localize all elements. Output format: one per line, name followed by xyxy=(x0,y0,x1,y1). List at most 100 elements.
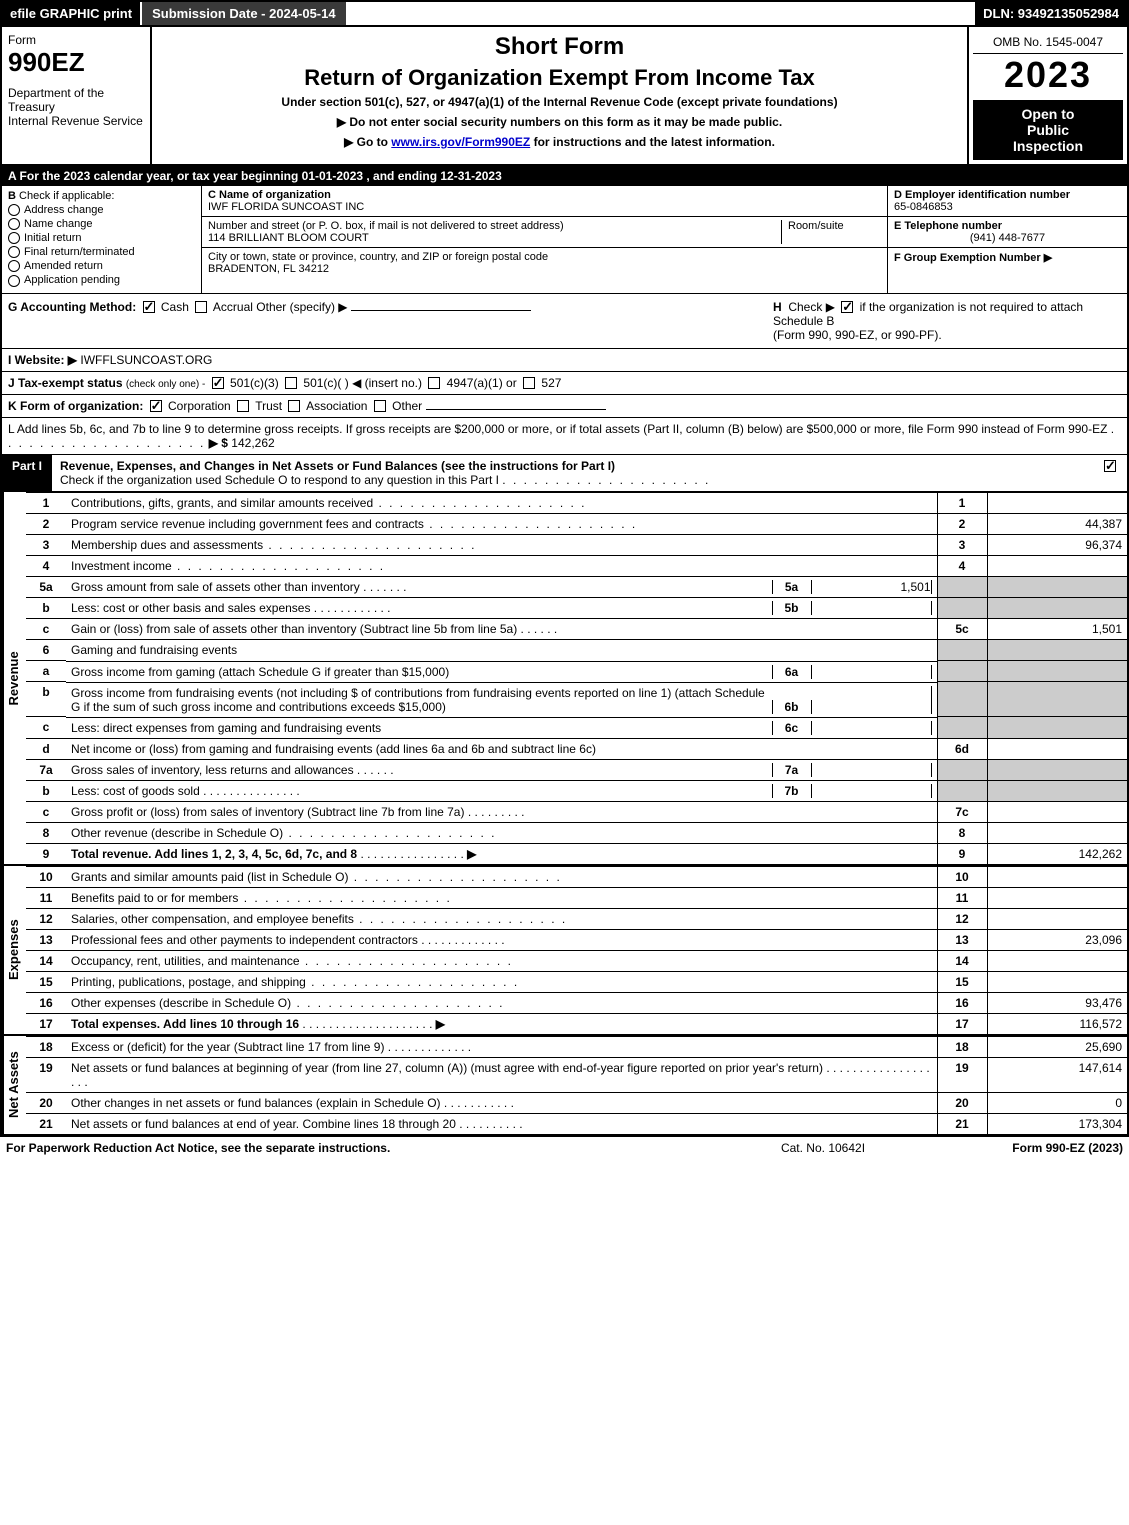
h-text3: (Form 990, 990-EZ, or 990-PF). xyxy=(773,328,942,342)
accrual-label: Accrual xyxy=(213,300,253,314)
open-line1: Open to xyxy=(977,106,1119,122)
k-label: K Form of organization: xyxy=(8,399,143,413)
line-8: 8 Other revenue (describe in Schedule O)… xyxy=(26,823,1127,844)
line-7c: c Gross profit or (loss) from sales of i… xyxy=(26,802,1127,823)
revenue-block: Revenue 1 Contributions, gifts, grants, … xyxy=(2,492,1127,865)
line-6b: b Gross income from fundraising events (… xyxy=(26,682,1127,717)
goto-pre: ▶ Go to xyxy=(344,135,391,149)
501c-checkbox[interactable] xyxy=(285,377,297,389)
app-pending-option[interactable]: Application pending xyxy=(8,274,195,286)
line-19: 19 Net assets or fund balances at beginn… xyxy=(26,1058,1127,1093)
subtitle: Under section 501(c), 527, or 4947(a)(1)… xyxy=(158,95,961,109)
line-13: 13 Professional fees and other payments … xyxy=(26,930,1127,951)
l-text: L Add lines 5b, 6c, and 7b to line 9 to … xyxy=(8,422,1107,436)
row-l: L Add lines 5b, 6c, and 7b to line 9 to … xyxy=(2,418,1127,455)
footer-cat: Cat. No. 10642I xyxy=(723,1141,923,1155)
city-row: City or town, state or province, country… xyxy=(202,248,887,278)
goto-instruction: ▶ Go to www.irs.gov/Form990EZ for instru… xyxy=(158,135,961,149)
short-form-title: Short Form xyxy=(158,33,961,61)
ssn-warning: ▶ Do not enter social security numbers o… xyxy=(158,115,961,129)
header-right: OMB No. 1545-0047 2023 Open to Public In… xyxy=(967,27,1127,164)
other-specify-input[interactable] xyxy=(351,310,531,311)
l-amount: 142,262 xyxy=(231,436,274,450)
return-title: Return of Organization Exempt From Incom… xyxy=(158,65,961,91)
g-label: G Accounting Method: xyxy=(8,300,136,314)
527-label: 527 xyxy=(541,376,561,390)
addr-change-option[interactable]: Address change xyxy=(8,204,195,216)
dln-label: DLN: 93492135052984 xyxy=(975,2,1127,25)
part1-sub: Check if the organization used Schedule … xyxy=(60,473,499,487)
netassets-table: 18 Excess or (deficit) for the year (Sub… xyxy=(26,1036,1127,1134)
line-17: 17 Total expenses. Add lines 10 through … xyxy=(26,1014,1127,1035)
part1-label: Part I xyxy=(2,455,52,491)
line-2: 2 Program service revenue including gove… xyxy=(26,513,1127,534)
row-gh: G Accounting Method: Cash Accrual Other … xyxy=(2,294,1127,349)
trust-checkbox[interactable] xyxy=(237,400,249,412)
line-4: 4 Investment income 4 xyxy=(26,555,1127,576)
schedule-b-checkbox[interactable] xyxy=(841,301,853,313)
footer-form: Form 990-EZ (2023) xyxy=(923,1141,1123,1155)
assoc-checkbox[interactable] xyxy=(288,400,300,412)
line-6d: d Net income or (loss) from gaming and f… xyxy=(26,738,1127,759)
final-return-option[interactable]: Final return/terminated xyxy=(8,246,195,258)
4947-checkbox[interactable] xyxy=(428,377,440,389)
line-9: 9 Total revenue. Add lines 1, 2, 3, 4, 5… xyxy=(26,844,1127,865)
block-def: D Employer identification number 65-0846… xyxy=(887,186,1127,293)
line-10: 10 Grants and similar amounts paid (list… xyxy=(26,867,1127,888)
other-org-checkbox[interactable] xyxy=(374,400,386,412)
4947-label: 4947(a)(1) or xyxy=(447,376,517,390)
ein-row: D Employer identification number 65-0846… xyxy=(888,186,1127,217)
open-public-box: Open to Public Inspection xyxy=(973,100,1123,160)
trust-label: Trust xyxy=(255,399,282,413)
name-change-option[interactable]: Name change xyxy=(8,218,195,230)
revenue-side-label: Revenue xyxy=(2,492,26,865)
501c3-checkbox[interactable] xyxy=(212,377,224,389)
amended-return-option[interactable]: Amended return xyxy=(8,260,195,272)
other-org-label: Other xyxy=(392,399,422,413)
efile-label[interactable]: efile GRAPHIC print xyxy=(2,2,140,25)
expenses-table: 10 Grants and similar amounts paid (list… xyxy=(26,866,1127,1034)
form-number: 990EZ xyxy=(8,47,144,78)
row-i: I Website: ▶ IWFFLSUNCOAST.ORG xyxy=(2,349,1127,372)
omb-number: OMB No. 1545-0047 xyxy=(973,31,1123,54)
line-3: 3 Membership dues and assessments 3 96,3… xyxy=(26,534,1127,555)
line-6a: a Gross income from gaming (attach Sched… xyxy=(26,661,1127,682)
addr-value: 114 BRILLIANT BLOOM COURT xyxy=(208,232,369,244)
cash-checkbox[interactable] xyxy=(143,301,155,313)
line-20: 20 Other changes in net assets or fund b… xyxy=(26,1093,1127,1114)
row-j: J Tax-exempt status (check only one) - 5… xyxy=(2,372,1127,395)
ein-label: D Employer identification number xyxy=(894,189,1070,201)
row-k: K Form of organization: Corporation Trus… xyxy=(2,395,1127,418)
i-label: I Website: ▶ xyxy=(8,353,77,367)
initial-return-option[interactable]: Initial return xyxy=(8,232,195,244)
group-row: F Group Exemption Number ▶ xyxy=(888,248,1127,267)
line-6c: c Less: direct expenses from gaming and … xyxy=(26,717,1127,739)
part1-header: Part I Revenue, Expenses, and Changes in… xyxy=(2,455,1127,492)
line-5c: c Gain or (loss) from sale of assets oth… xyxy=(26,619,1127,640)
city-label: City or town, state or province, country… xyxy=(208,251,548,263)
info-grid: B Check if applicable: Address change Na… xyxy=(2,186,1127,294)
corp-checkbox[interactable] xyxy=(150,400,162,412)
accrual-checkbox[interactable] xyxy=(195,301,207,313)
header-center: Short Form Return of Organization Exempt… xyxy=(152,27,967,164)
527-checkbox[interactable] xyxy=(523,377,535,389)
page-footer: For Paperwork Reduction Act Notice, see … xyxy=(0,1136,1129,1159)
line-16: 16 Other expenses (describe in Schedule … xyxy=(26,993,1127,1014)
h-text1: Check ▶ xyxy=(788,300,835,314)
line-1: 1 Contributions, gifts, grants, and simi… xyxy=(26,492,1127,513)
line-12: 12 Salaries, other compensation, and emp… xyxy=(26,909,1127,930)
line-18: 18 Excess or (deficit) for the year (Sub… xyxy=(26,1037,1127,1058)
addr-row: Number and street (or P. O. box, if mail… xyxy=(202,217,887,248)
ein-value: 65-0846853 xyxy=(894,201,953,213)
block-c: C Name of organization IWF FLORIDA SUNCO… xyxy=(202,186,887,293)
irs-link[interactable]: www.irs.gov/Form990EZ xyxy=(391,135,530,149)
j-hint: (check only one) - xyxy=(126,379,205,390)
part1-schedule-o-checkbox[interactable] xyxy=(1104,460,1116,472)
tel-value: (941) 448-7677 xyxy=(894,232,1121,244)
line-21: 21 Net assets or fund balances at end of… xyxy=(26,1114,1127,1135)
other-org-input[interactable] xyxy=(426,409,606,410)
b-label: B xyxy=(8,190,16,202)
c-label: C Name of organization xyxy=(208,189,331,201)
org-name: IWF FLORIDA SUNCOAST INC xyxy=(208,201,364,213)
form-header: Form 990EZ Department of the Treasury In… xyxy=(2,27,1127,166)
